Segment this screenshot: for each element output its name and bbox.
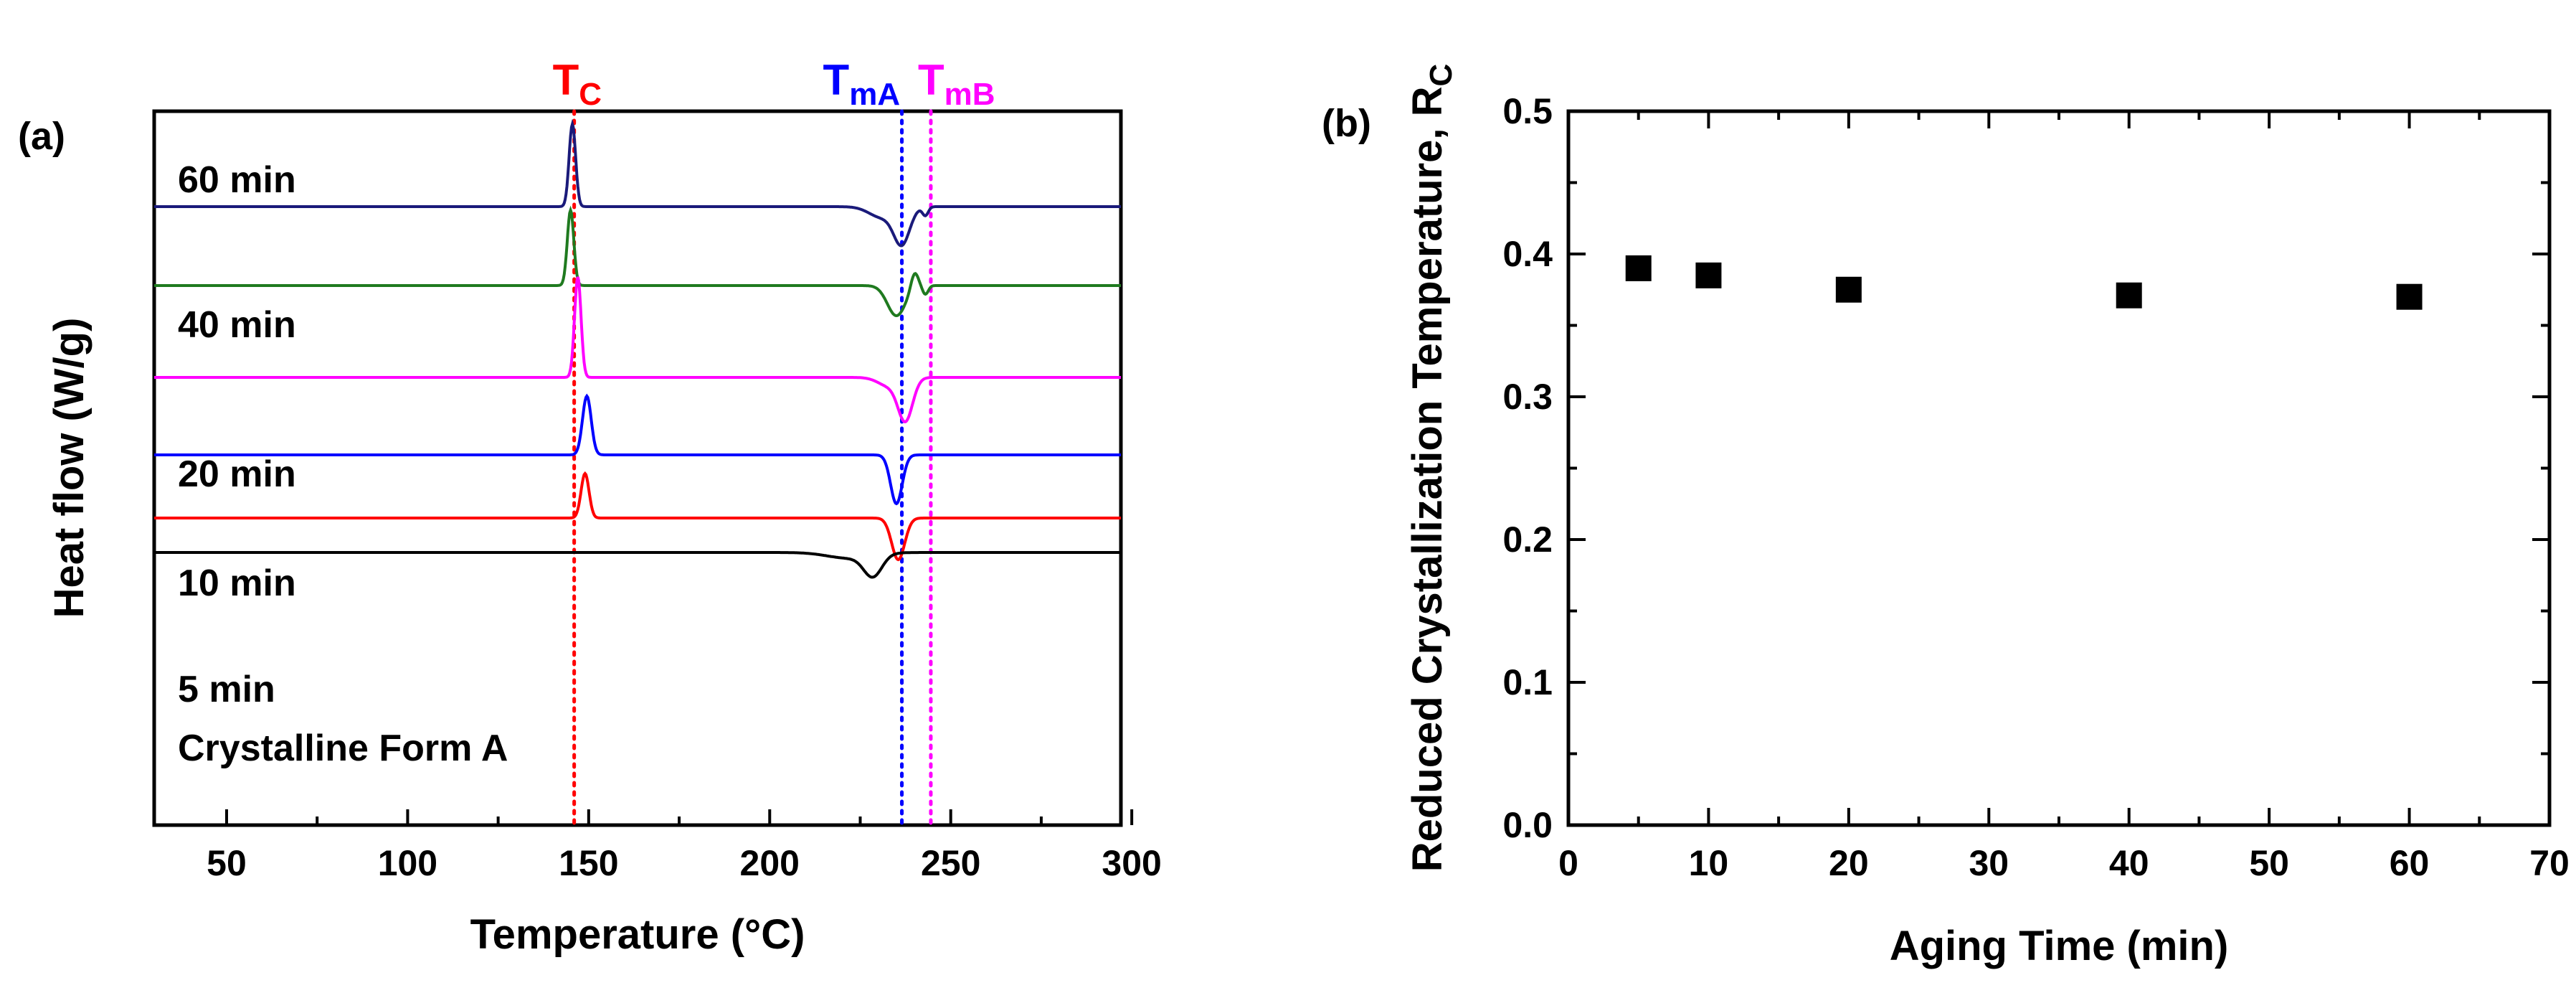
panel-a-reflabel-sub: mB xyxy=(944,77,995,112)
panel-b-x-tick-label: 50 xyxy=(2249,843,2289,883)
panel-b-label: (b) xyxy=(1322,102,1371,145)
panel-b-scatter-chart: (b) 0.0 0.1 0.2 0.3 0.4 0.5 0 10 20 30 40 50 60 70 A… xyxy=(1322,64,2570,969)
panel-b-y-tick-label: 0.5 xyxy=(1502,91,1553,131)
panel-a-y-axis-title: Heat flow (W/g) xyxy=(46,318,93,618)
panel-a-reflabel-main: T xyxy=(823,56,850,104)
panel-b-x-axis-title: Aging Time (min) xyxy=(1890,923,2229,969)
panel-b-y-ticks: 0.0 0.1 0.2 0.3 0.4 0.5 xyxy=(1502,91,2549,845)
panel-b-x-tick-label: 40 xyxy=(2109,843,2149,883)
panel-b-x-ticks: 0 10 20 30 40 50 60 70 xyxy=(1558,111,2570,883)
panel-a-x-tick-label: 100 xyxy=(378,843,437,883)
panel-a-reflabel-TmA: TmA xyxy=(823,56,901,112)
panel-a-reflabel-main: T xyxy=(918,56,944,104)
panel-a-curve-60-min xyxy=(154,118,1121,248)
panel-a-curve-label: 60 min xyxy=(178,159,296,201)
panel-b-data-points xyxy=(1625,255,2423,310)
panel-a-x-tick-label: 250 xyxy=(921,843,980,883)
panel-a-reference-labels: TC TmA TmB xyxy=(553,56,995,112)
panel-a-reflabel-sub: C xyxy=(579,77,602,112)
panel-b-y-tick-label: 0.2 xyxy=(1502,519,1553,560)
panel-a-x-tick-label: 200 xyxy=(740,843,800,883)
panel-a-x-axis-title: Temperature (°C) xyxy=(470,911,805,958)
panel-a-reference-lines xyxy=(572,109,933,827)
panel-a-curve-label: 10 min xyxy=(178,563,296,604)
panel-a-curve-20-min xyxy=(154,276,1121,423)
panel-a-x-tick-label: 50 xyxy=(207,843,247,883)
panel-a-curve-label: 5 min xyxy=(178,669,275,710)
panel-b-x-tick-label: 20 xyxy=(1829,843,1869,883)
panel-b-x-tick-label: 10 xyxy=(1689,843,1729,883)
panel-a-reflabel-main: T xyxy=(553,56,579,104)
panel-b-point xyxy=(1695,262,1722,288)
panel-b-y-tick-label: 0.1 xyxy=(1502,662,1553,702)
panel-b-plot-frame xyxy=(1566,109,2552,827)
panel-a-x-tick-label: 300 xyxy=(1102,843,1161,883)
panel-a-reflabel-Tc: TC xyxy=(553,56,602,112)
panel-a-reflabel-TmB: TmB xyxy=(918,56,995,112)
panel-b-point xyxy=(2116,282,2142,309)
panel-b-point xyxy=(2396,283,2423,310)
panel-a-x-ticks: 50 100 150 200 250 300 xyxy=(207,809,1162,883)
panel-a-curve-labels: 60 min 40 min 20 min 10 min 5 min Crystalline… xyxy=(178,159,508,769)
panel-a-label: (a) xyxy=(18,115,65,158)
panel-a-plot-frame xyxy=(152,109,1123,827)
panel-a-x-tick-label: 150 xyxy=(559,843,618,883)
panel-b-y-axis-title-sub: C xyxy=(1424,64,1459,87)
panel-b-y-tick-label: 0.3 xyxy=(1502,377,1553,417)
panel-b-x-tick-label: 70 xyxy=(2529,843,2570,883)
panel-a-curve-label: 20 min xyxy=(178,453,296,495)
panel-b-y-axis-title-main: Reduced Crystallization Temperature, R xyxy=(1404,87,1451,872)
panel-a-curve-crystalline-form-a xyxy=(154,551,1121,579)
panel-b-x-tick-label: 30 xyxy=(1969,843,2009,883)
panel-b-y-tick-label: 0.0 xyxy=(1502,805,1553,845)
panel-b-x-tick-label: 60 xyxy=(2390,843,2430,883)
panel-a-curve-40-min xyxy=(154,205,1121,318)
panel-a-curve-10-min xyxy=(154,393,1121,506)
panel-b-x-tick-label: 0 xyxy=(1558,843,1578,883)
panel-b-y-tick-label: 0.4 xyxy=(1502,234,1553,274)
panel-a-curve-label: Crystalline Form A xyxy=(178,728,508,769)
panel-b-point xyxy=(1625,255,1652,281)
panel-a-curves xyxy=(154,118,1121,579)
panel-b-point xyxy=(1835,276,1862,303)
panel-b-y-axis-title: Reduced Crystallization Temperature, RC xyxy=(1404,64,1459,872)
panel-a-curve-label: 40 min xyxy=(178,304,296,346)
panel-a-curve-5-min xyxy=(154,471,1121,562)
panel-a-reflabel-sub: mA xyxy=(849,77,900,112)
